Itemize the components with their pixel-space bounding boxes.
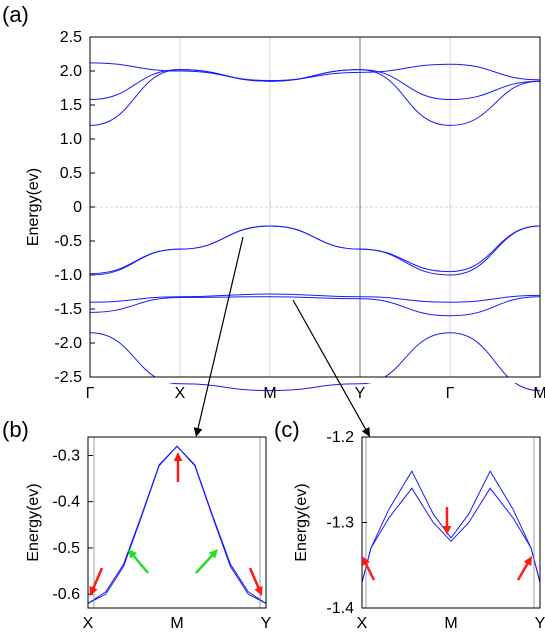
zoom-arrow-to-c [292, 299, 370, 437]
k-point-label-a: Γ [86, 385, 95, 402]
red-arrow-b [89, 567, 104, 596]
k-point-label-b: M [170, 615, 183, 632]
red-arrow-b [248, 567, 263, 596]
green-arrow-b [195, 549, 218, 574]
red-arrow-c-shaft [516, 562, 530, 581]
y-axis-label-a: Energy(ev) [25, 168, 42, 246]
y-tick-label-b: -0.4 [52, 494, 80, 511]
red-arrow-c-head [362, 556, 370, 566]
green-arrow-b [128, 549, 149, 574]
y-tick-label-a: 1.0 [60, 131, 82, 148]
red-arrow-b-head [173, 452, 183, 462]
band-line-c [361, 487, 541, 583]
k-point-label-a: Y [355, 385, 366, 402]
y-tick-label-a: -0.5 [54, 233, 82, 250]
red-arrow-b-head [254, 586, 263, 596]
band-line-a [89, 69, 541, 101]
green-arrow-b-head [128, 549, 138, 559]
band-line-a [89, 296, 541, 317]
y-tick-label-a: -1.5 [54, 301, 82, 318]
zoom-arrow-to-b-head [193, 427, 203, 437]
y-axis-label-b: Energy(ev) [25, 483, 42, 561]
y-axis-label-c: Energy(ev) [293, 483, 310, 561]
y-tick-label-a: 0 [73, 199, 82, 216]
k-point-label-a: Γ [446, 385, 455, 402]
y-tick-label-c: -1.4 [326, 600, 354, 617]
y-tick-label-a: -2.5 [54, 369, 82, 386]
band-line-a [89, 62, 541, 82]
panel-label-b: (b) [2, 417, 29, 442]
red-arrow-b [173, 452, 183, 482]
red-arrow-c [516, 556, 532, 581]
zoom-arrow-to-b-shaft [197, 236, 244, 430]
red-arrow-c [362, 556, 376, 581]
k-point-label-a: X [175, 385, 186, 402]
y-tick-label-c: -1.3 [326, 515, 354, 532]
red-arrow-c-head [523, 556, 532, 566]
red-arrow-b-shaft [248, 567, 260, 590]
red-arrow-c-head [442, 525, 452, 535]
y-tick-label-c: -1.2 [326, 429, 354, 446]
k-point-label-a: M [263, 385, 276, 402]
green-arrow-b-shaft [132, 554, 149, 574]
y-tick-label-a: 2.5 [60, 29, 82, 46]
k-point-label-c: M [444, 615, 457, 632]
band-line-a [89, 225, 541, 275]
red-arrow-c-shaft [364, 562, 376, 581]
k-point-label-a: M [533, 385, 545, 402]
red-arrow-b-head [89, 586, 98, 596]
k-point-label-b: X [83, 615, 94, 632]
y-tick-label-a: -1.0 [54, 267, 82, 284]
y-tick-label-a: 1.5 [60, 97, 82, 114]
plot-frame-b [87, 436, 267, 609]
band-line-a [89, 293, 541, 303]
y-tick-label-b: -0.5 [52, 540, 80, 557]
zoom-arrow-to-b [193, 236, 244, 437]
y-tick-label-b: -0.3 [52, 447, 80, 464]
y-tick-label-a: -2.0 [54, 335, 82, 352]
red-arrow-b-shaft [92, 567, 104, 590]
band-line-a [89, 225, 541, 276]
clip-mask-a [90, 377, 540, 383]
panel-label-a: (a) [2, 2, 29, 27]
y-tick-label-a: 2.0 [60, 63, 82, 80]
k-point-label-b: Y [261, 615, 272, 632]
y-tick-label-b: -0.6 [52, 586, 80, 603]
k-point-label-c: X [357, 615, 368, 632]
green-arrow-b-shaft [195, 554, 214, 574]
plot-frame-c [361, 436, 541, 609]
band-line-c [361, 470, 541, 583]
green-arrow-b-head [208, 549, 218, 559]
red-arrow-c [442, 507, 452, 535]
band-line-b [87, 445, 267, 604]
zoom-arrow-to-c-head [361, 427, 370, 437]
panel-label-c: (c) [274, 417, 300, 442]
y-tick-label-a: 0.5 [60, 165, 82, 182]
zoom-arrow-to-c-shaft [292, 299, 367, 431]
k-point-label-c: Y [535, 615, 545, 632]
